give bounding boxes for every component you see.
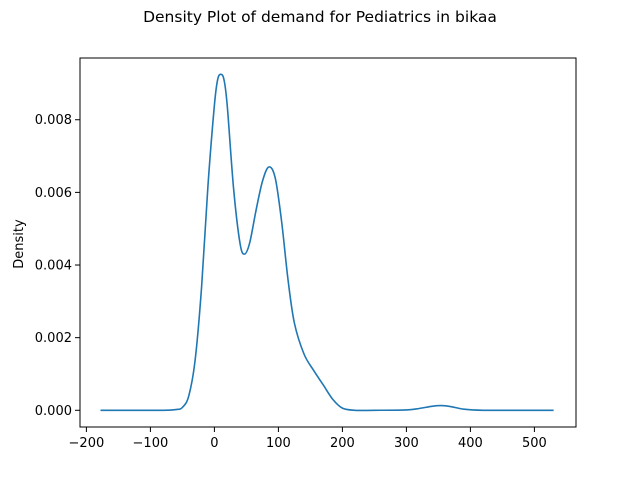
x-tick-label: 300	[394, 436, 419, 451]
density-series-line	[100, 73, 554, 412]
y-tick-label: 0.006	[35, 186, 72, 201]
x-tick-label: 100	[266, 436, 291, 451]
y-tick-label: 0.008	[35, 113, 72, 128]
y-tick-label: 0.004	[35, 259, 72, 274]
axis-ticks: −200 −100 0 100 200 300 400 500 0.000 0.002 0.004 0…	[35, 113, 547, 451]
y-tick-label: 0.002	[35, 331, 72, 346]
x-tick-label: −100	[133, 436, 169, 451]
x-tick-label: 400	[458, 436, 483, 451]
x-tick-label: 500	[522, 436, 547, 451]
plot-frame	[79, 57, 577, 428]
y-axis-label: Density	[12, 219, 27, 269]
y-tick-label: 0.000	[35, 404, 72, 419]
series-layer	[100, 73, 554, 412]
x-tick-label: −200	[69, 436, 105, 451]
x-tick-label: 200	[330, 436, 355, 451]
x-tick-label: 0	[210, 436, 218, 451]
chart-title: Density Plot of demand for Pediatrics in…	[143, 8, 497, 26]
